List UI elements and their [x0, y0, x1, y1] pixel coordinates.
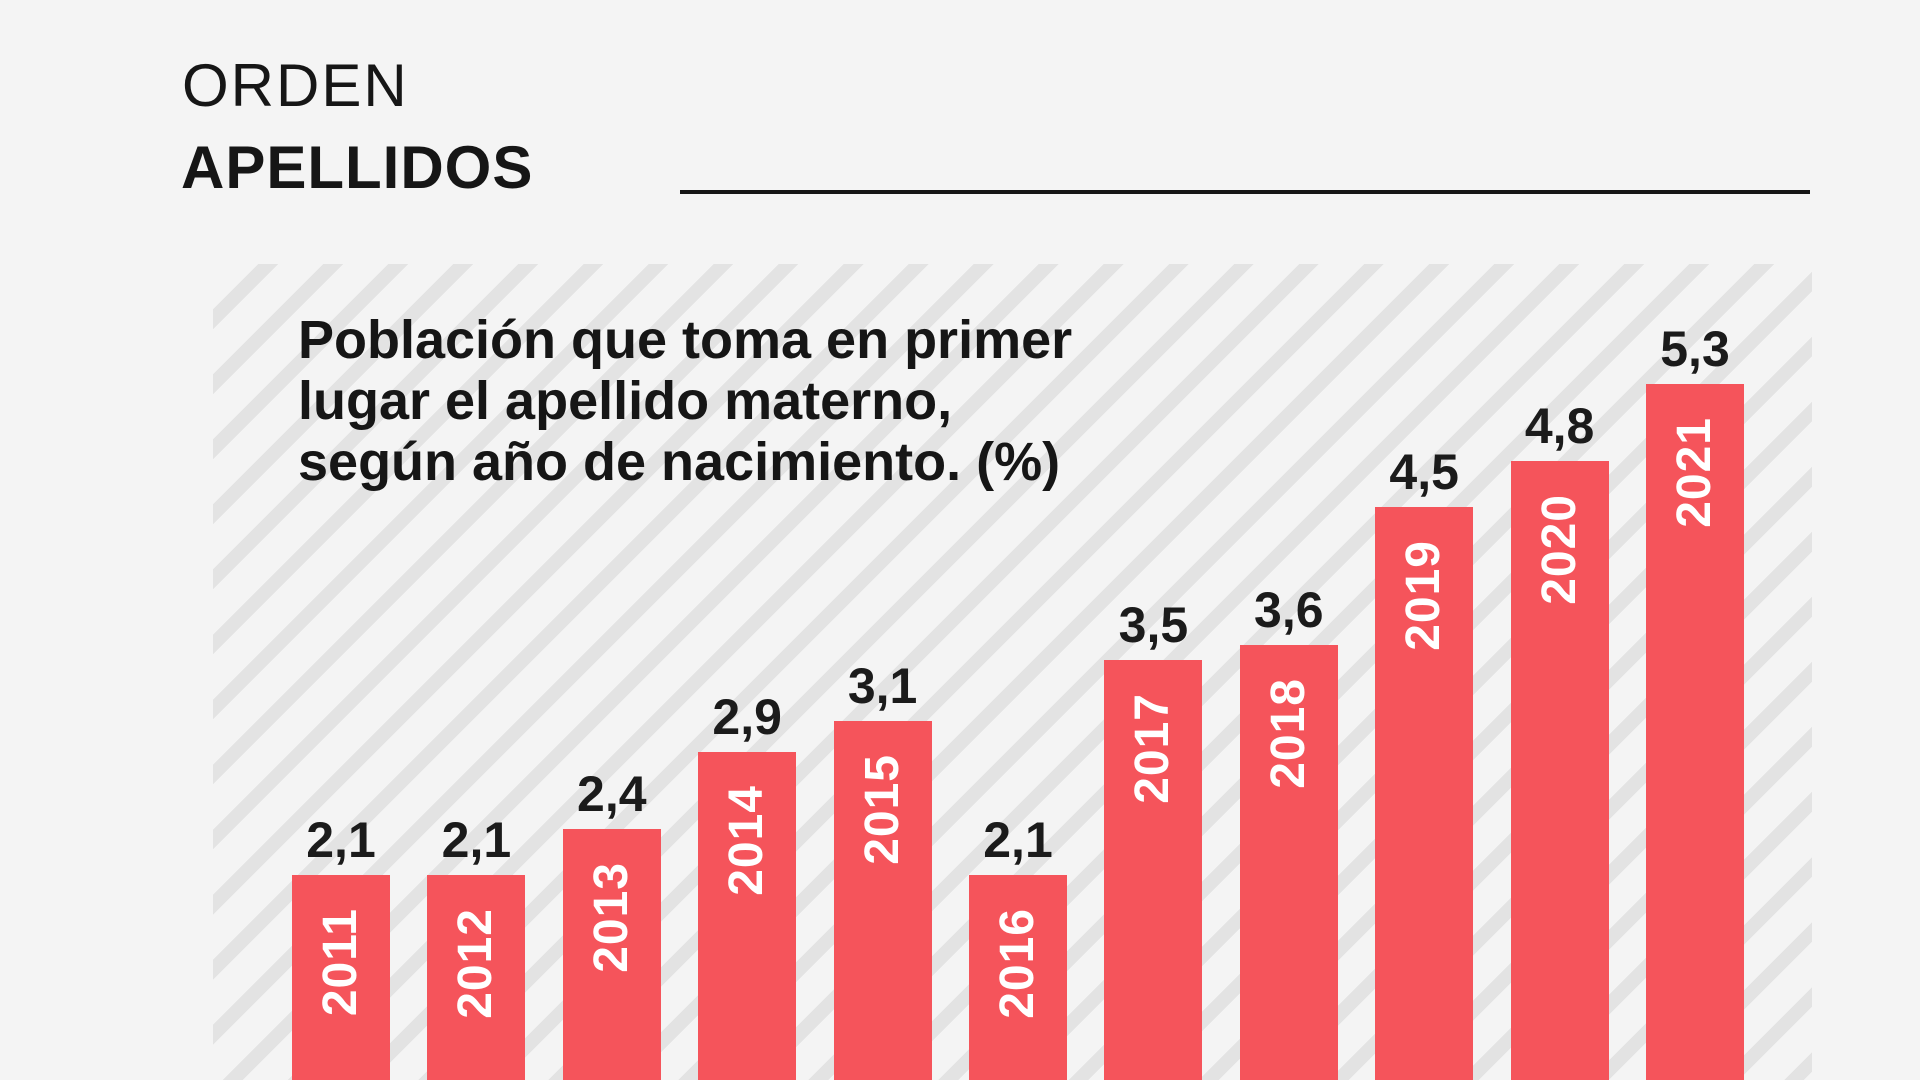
- page-title-bold: APELLIDOS: [181, 134, 534, 201]
- bar-2020: 2020: [1510, 460, 1609, 1080]
- year-label-2015: 2015: [855, 754, 909, 866]
- year-label-2021: 2021: [1668, 416, 1721, 528]
- bar-2015: 2015: [833, 721, 932, 1080]
- value-label-2017: 3,5: [1118, 597, 1189, 654]
- value-label-2012: 2,1: [441, 811, 512, 868]
- year-label-2020: 2020: [1532, 493, 1586, 605]
- bar-2021: 2021: [1646, 383, 1744, 1080]
- chart-subtitle-line-1: Población que toma en primer: [298, 310, 1073, 370]
- page-title-light: ORDEN: [182, 52, 409, 119]
- bar-2018: 2018: [1239, 644, 1338, 1080]
- year-label-2019: 2019: [1397, 539, 1451, 651]
- bar-2013: 2013: [562, 828, 661, 1080]
- year-label-2014: 2014: [720, 785, 774, 896]
- bar-2016: 2016: [969, 874, 1067, 1080]
- bar-2011: 2011: [292, 874, 390, 1080]
- bar-2014: 2014: [698, 752, 797, 1080]
- year-label-2017: 2017: [1126, 693, 1180, 804]
- value-label-2014: 2,9: [712, 689, 782, 746]
- bar-2012: 2012: [427, 874, 526, 1080]
- chart-subtitle-line-3: según año de nacimiento. (%): [298, 432, 1061, 492]
- value-label-2016: 2,1: [983, 811, 1053, 868]
- value-label-2013: 2,4: [577, 765, 647, 822]
- value-label-2015: 3,1: [847, 658, 918, 715]
- value-label-2018: 3,6: [1254, 581, 1324, 638]
- value-label-2019: 4,5: [1389, 443, 1459, 500]
- year-label-2013: 2013: [584, 861, 638, 973]
- bar-2019: 2019: [1375, 506, 1474, 1080]
- chart-subtitle-line-2: lugar el apellido materno,: [298, 371, 953, 431]
- year-label-2012: 2012: [449, 907, 503, 1019]
- year-label-2011: 2011: [314, 907, 367, 1016]
- year-label-2016: 2016: [991, 907, 1044, 1019]
- chart-panel: Población que toma en primer lugar el ap…: [213, 264, 1812, 1080]
- year-label-2018: 2018: [1261, 677, 1315, 789]
- value-label-2020: 4,8: [1524, 397, 1595, 454]
- bar-2017: 2017: [1104, 660, 1203, 1080]
- value-label-2021: 5,3: [1660, 320, 1730, 377]
- chart-subtitle: Población que toma en primer lugar el ap…: [298, 310, 1072, 493]
- value-label-2011: 2,1: [306, 811, 376, 868]
- title-rule-line: [680, 190, 1810, 194]
